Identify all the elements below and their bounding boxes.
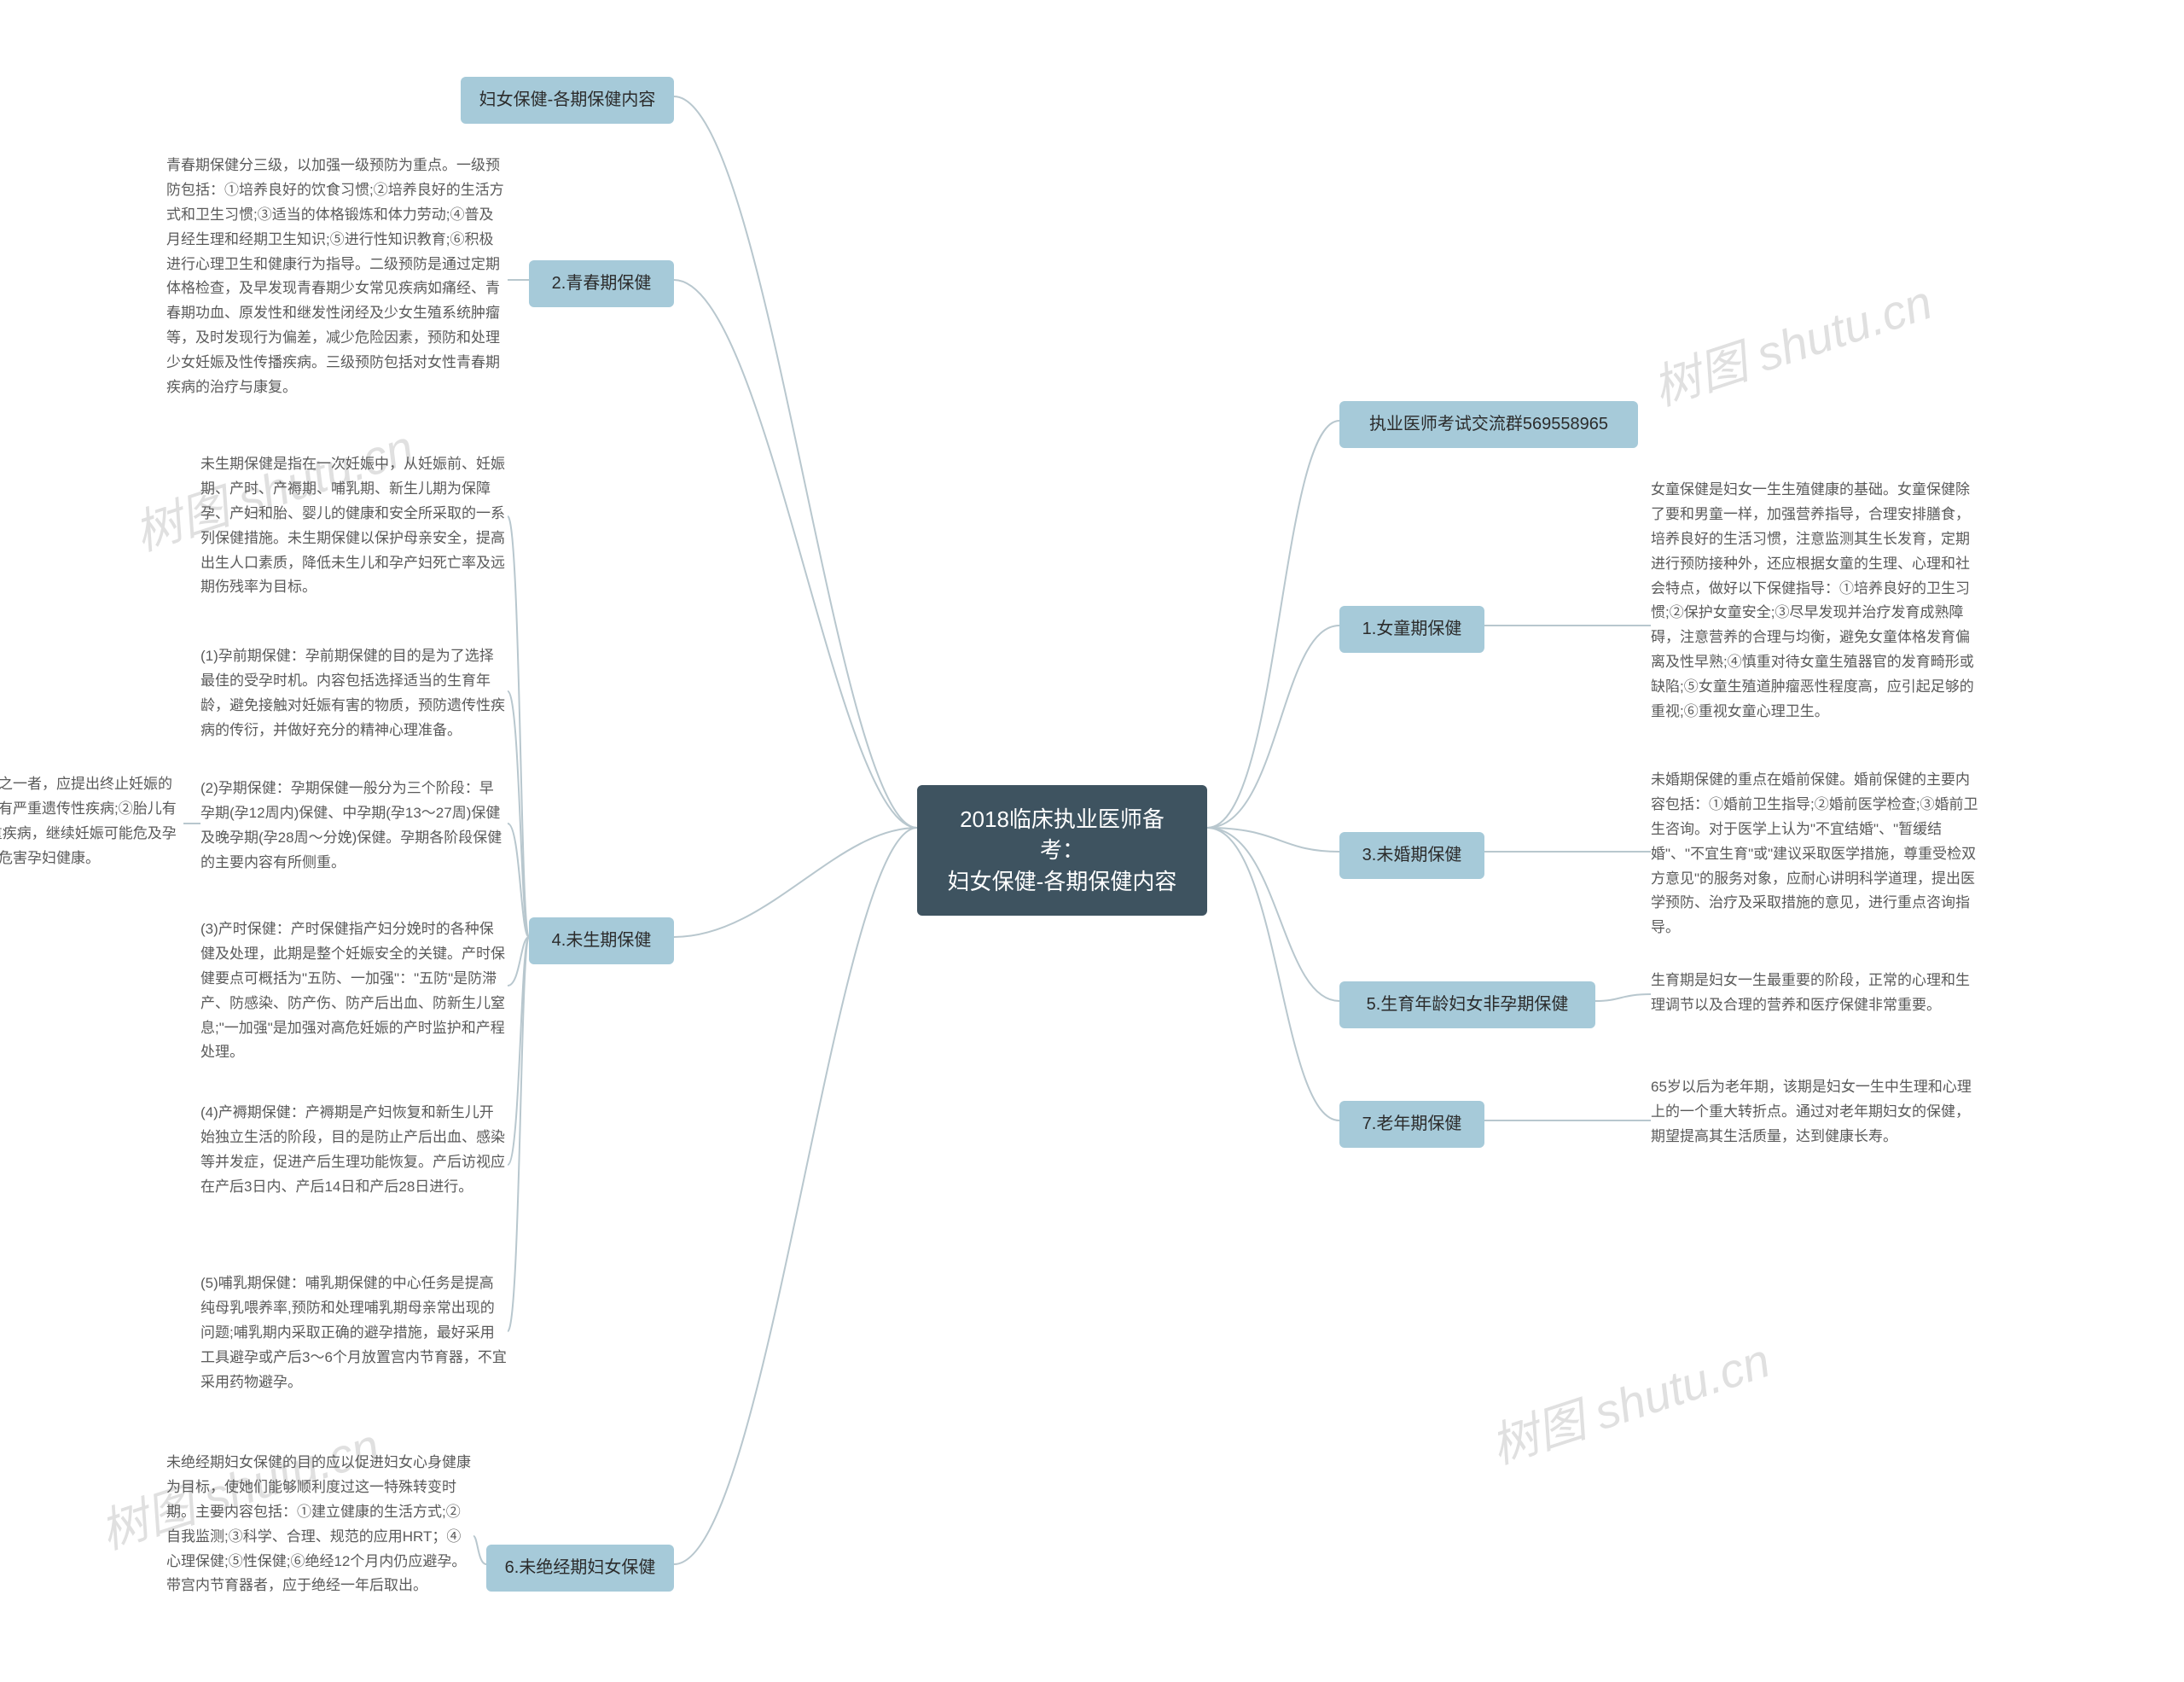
leaf-perinatal-overview: 未生期保健是指在一次妊娠中，从妊娠前、妊娠期、产时、产褥期、哺乳期、新生儿期为保… bbox=[200, 452, 508, 600]
leaf-premarital-detail: 未婚期保健的重点在婚前保健。婚前保健的主要内容包括：①婚前卫生指导;②婚前医学检… bbox=[1651, 768, 1979, 940]
branch-adolescence[interactable]: 2.青春期保健 bbox=[529, 260, 674, 307]
root-line1: 2018临床执业医师备考： bbox=[960, 806, 1165, 863]
branch-girlhood[interactable]: 1.女童期保健 bbox=[1339, 606, 1484, 653]
branch-perinatal[interactable]: 4.未生期保健 bbox=[529, 917, 674, 964]
branch-exam-group[interactable]: 执业医师考试交流群569558965 bbox=[1339, 401, 1638, 448]
watermark: 树图 shutu.cn bbox=[1481, 1323, 1778, 1478]
branch-header-duplicate[interactable]: 妇女保健-各期保健内容 bbox=[461, 77, 674, 124]
leaf-adolescence-detail: 青春期保健分三级，以加强一级预防为重点。一级预防包括：①培养良好的饮食习惯;②培… bbox=[166, 154, 508, 400]
leaf-elderly-detail: 65岁以后为老年期，该期是妇女一生中生理和心理上的一个重大转折点。通过对老年期妇… bbox=[1651, 1075, 1979, 1149]
leaf-premenopause-detail: 未绝经期妇女保健的目的应以促进妇女心身健康为目标，使她们能够顺利度过这一特殊转变… bbox=[166, 1451, 473, 1598]
branch-reproductive-nonpreg[interactable]: 5.生育年龄妇女非孕期保健 bbox=[1339, 981, 1595, 1028]
root-node[interactable]: 2018临床执业医师备考： 妇女保健-各期保健内容 bbox=[917, 785, 1207, 916]
leaf-intrapartum: (3)产时保健：产时保健指产妇分娩时的各种保健及处理，此期是整个妊娠安全的关键。… bbox=[200, 917, 508, 1065]
branch-elderly[interactable]: 7.老年期保健 bbox=[1339, 1101, 1484, 1148]
root-line2: 妇女保健-各期保健内容 bbox=[948, 869, 1177, 894]
leaf-reproductive-detail: 生育期是妇女一生最重要的阶段，正常的心理和生理调节以及合理的营养和医疗保健非常重… bbox=[1651, 969, 1979, 1018]
leaf-termination-indications: 妊娠期发现下列情形之一者，应提出终止妊娠的医学意见：①胎儿患有严重遗传性疾病;②… bbox=[0, 772, 183, 871]
watermark: 树图 shutu.cn bbox=[1643, 265, 1940, 420]
leaf-girlhood-detail: 女童保健是妇女一生生殖健康的基础。女童保健除了要和男童一样，加强营养指导，合理安… bbox=[1651, 478, 1979, 725]
leaf-pregnancy-stages: (2)孕期保健：孕期保健一般分为三个阶段：早孕期(孕12周内)保健、中孕期(孕1… bbox=[200, 777, 508, 876]
branch-premenopause[interactable]: 6.未绝经期妇女保健 bbox=[486, 1545, 674, 1592]
leaf-preconception: (1)孕前期保健：孕前期保健的目的是为了选择最佳的受孕时机。内容包括选择适当的生… bbox=[200, 644, 508, 743]
leaf-lactation: (5)哺乳期保健：哺乳期保健的中心任务是提高纯母乳喂养率,预防和处理哺乳期母亲常… bbox=[200, 1272, 508, 1394]
leaf-puerperium: (4)产褥期保健：产褥期是产妇恢复和新生儿开始独立生活的阶段，目的是防止产后出血… bbox=[200, 1101, 508, 1200]
branch-premarital[interactable]: 3.未婚期保健 bbox=[1339, 832, 1484, 879]
